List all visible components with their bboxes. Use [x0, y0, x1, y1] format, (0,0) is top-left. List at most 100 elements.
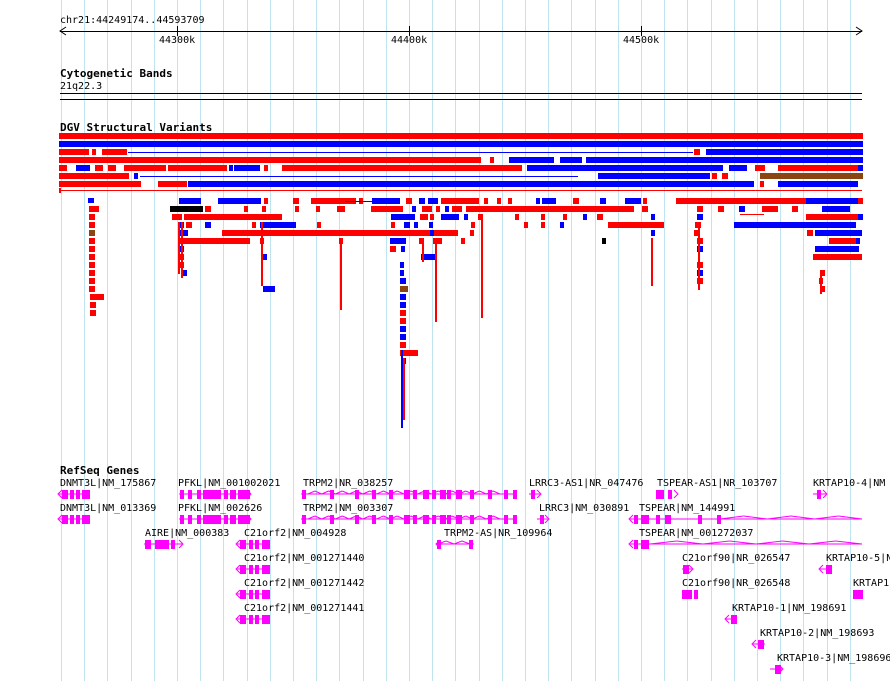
gene-exon[interactable]: [698, 515, 702, 524]
structural-variant[interactable]: [264, 198, 268, 204]
structural-variant[interactable]: [484, 198, 488, 204]
gene-exon[interactable]: [70, 515, 74, 524]
gene-label[interactable]: C21orf90|NR_026548: [682, 578, 791, 589]
structural-variant[interactable]: [651, 238, 653, 286]
structural-variant[interactable]: [429, 222, 433, 228]
structural-variant[interactable]: [625, 198, 641, 204]
gene-label[interactable]: C21orf2|NM_004928: [244, 528, 347, 539]
structural-variant[interactable]: [755, 165, 765, 171]
structural-variant[interactable]: [403, 358, 405, 420]
structural-variant[interactable]: [400, 294, 406, 300]
structural-variant[interactable]: [400, 310, 406, 316]
structural-variant[interactable]: [391, 214, 415, 220]
structural-variant[interactable]: [698, 222, 700, 290]
gene-exon[interactable]: [188, 515, 192, 524]
structural-variant[interactable]: [140, 176, 578, 177]
structural-variant[interactable]: [471, 222, 475, 228]
structural-variant[interactable]: [89, 278, 95, 284]
gene-exon[interactable]: [180, 515, 184, 524]
gene-exon[interactable]: [634, 515, 638, 524]
structural-variant[interactable]: [597, 214, 603, 220]
gene-exon[interactable]: [389, 515, 393, 524]
structural-variant[interactable]: [184, 214, 282, 220]
structural-variant[interactable]: [760, 173, 863, 179]
structural-variant[interactable]: [676, 198, 863, 204]
gene-exon[interactable]: [262, 565, 270, 574]
structural-variant[interactable]: [293, 198, 299, 204]
gene-exon[interactable]: [262, 540, 270, 549]
structural-variant[interactable]: [697, 214, 703, 220]
structural-variant[interactable]: [60, 190, 862, 191]
structural-variant[interactable]: [400, 286, 408, 292]
structural-variant[interactable]: [712, 173, 717, 179]
structural-variant[interactable]: [414, 222, 418, 228]
structural-variant[interactable]: [168, 165, 227, 171]
gene-exon[interactable]: [238, 515, 250, 524]
structural-variant[interactable]: [316, 206, 320, 212]
gene-exon[interactable]: [389, 490, 393, 499]
structural-variant[interactable]: [464, 214, 468, 220]
gene-exon[interactable]: [240, 615, 246, 624]
structural-variant[interactable]: [337, 206, 345, 212]
structural-variant[interactable]: [813, 254, 862, 260]
structural-variant[interactable]: [490, 157, 494, 163]
gene-exon[interactable]: [255, 590, 259, 599]
structural-variant[interactable]: [262, 206, 266, 212]
gene-exon[interactable]: [355, 490, 359, 499]
structural-variant[interactable]: [400, 270, 404, 276]
structural-variant[interactable]: [90, 310, 96, 316]
structural-variant[interactable]: [172, 214, 182, 220]
structural-variant[interactable]: [541, 214, 545, 220]
gene-exon[interactable]: [240, 565, 246, 574]
structural-variant[interactable]: [586, 157, 863, 163]
gene-exon[interactable]: [641, 540, 649, 549]
structural-variant[interactable]: [694, 230, 700, 236]
structural-variant[interactable]: [807, 230, 813, 236]
structural-variant[interactable]: [234, 165, 260, 171]
structural-variant[interactable]: [89, 230, 95, 236]
structural-variant[interactable]: [602, 238, 606, 244]
gene-exon[interactable]: [513, 490, 517, 499]
structural-variant[interactable]: [178, 222, 180, 274]
structural-variant[interactable]: [400, 318, 406, 324]
structural-variant[interactable]: [419, 238, 423, 244]
structural-variant[interactable]: [186, 222, 192, 228]
gene-exon[interactable]: [488, 515, 492, 524]
structural-variant[interactable]: [95, 165, 103, 171]
structural-variant[interactable]: [158, 181, 187, 187]
gene-label[interactable]: KRTAP10-2|NM_198693: [760, 628, 875, 639]
structural-variant[interactable]: [694, 149, 700, 155]
structural-variant[interactable]: [778, 181, 858, 187]
gene-exon[interactable]: [372, 515, 376, 524]
structural-variant[interactable]: [391, 222, 395, 228]
gene-label[interactable]: TSPEAR-AS1|NR_103707: [657, 478, 778, 489]
gene-exon[interactable]: [413, 490, 417, 499]
structural-variant[interactable]: [508, 198, 512, 204]
structural-variant[interactable]: [729, 165, 747, 171]
structural-variant[interactable]: [718, 206, 724, 212]
gene-label[interactable]: KRTAP10-4|NM: [813, 478, 886, 489]
structural-variant[interactable]: [541, 222, 545, 228]
gene-label[interactable]: C21orf2|NM_001271442: [244, 578, 365, 589]
structural-variant[interactable]: [89, 206, 99, 212]
structural-variant[interactable]: [263, 254, 267, 260]
gene-exon[interactable]: [853, 590, 863, 599]
structural-variant[interactable]: [734, 222, 856, 228]
structural-variant[interactable]: [563, 214, 567, 220]
gene-exon[interactable]: [531, 490, 535, 499]
gene-exon[interactable]: [372, 490, 376, 499]
structural-variant[interactable]: [372, 198, 400, 204]
structural-variant[interactable]: [441, 214, 459, 220]
structural-variant[interactable]: [371, 206, 403, 212]
structural-variant[interactable]: [400, 342, 406, 348]
structural-variant[interactable]: [470, 230, 474, 236]
structural-variant[interactable]: [205, 206, 211, 212]
structural-variant[interactable]: [188, 181, 754, 187]
structural-variant[interactable]: [820, 270, 822, 294]
gene-exon[interactable]: [775, 665, 781, 674]
gene-exon[interactable]: [180, 490, 184, 499]
structural-variant[interactable]: [436, 238, 442, 244]
structural-variant[interactable]: [390, 238, 406, 244]
structural-variant[interactable]: [181, 222, 183, 278]
gene-exon[interactable]: [240, 590, 246, 599]
